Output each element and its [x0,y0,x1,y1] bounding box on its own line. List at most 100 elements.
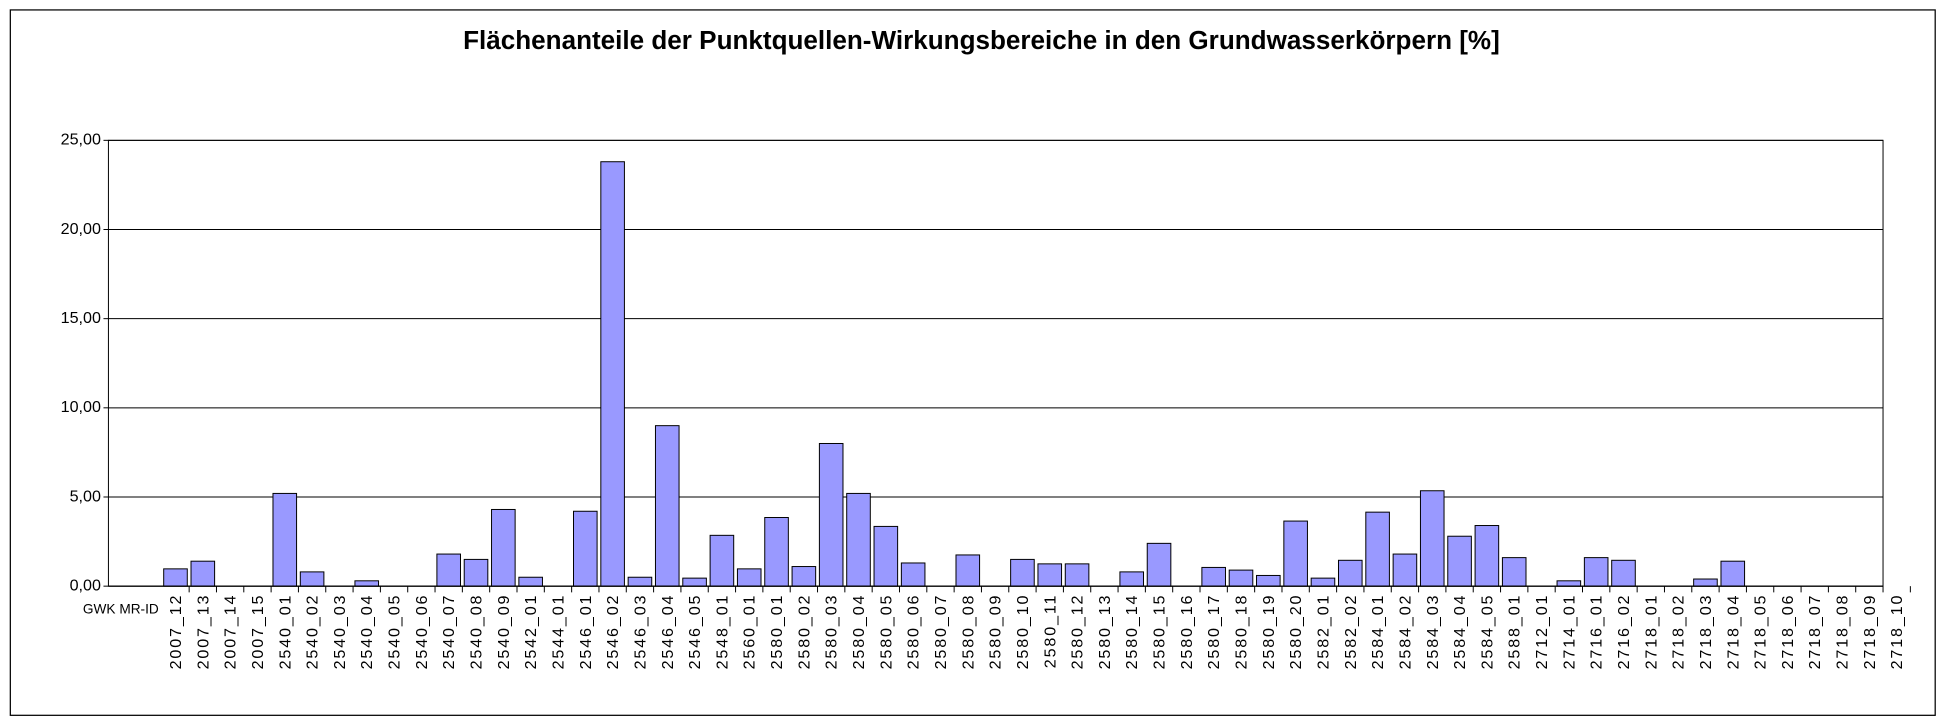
bar [1064,563,1090,587]
x-tick-label: 2540_07 [440,594,458,670]
x-tick-label: 2542_01 [522,594,540,670]
bar [709,534,735,587]
bar [1337,559,1363,587]
x-tick-label: 2580_09 [987,594,1005,670]
bar [1583,557,1609,587]
bar [1447,535,1472,587]
y-tick-label: 25,00 [61,131,101,149]
bar [1146,542,1172,587]
bar [1119,571,1145,587]
bar [955,554,981,587]
x-tick-label: 2584_05 [1478,594,1496,670]
x-tick-label: 2544_01 [549,594,567,670]
bar [1501,557,1527,587]
x-tick-label: 2718_02 [1670,594,1688,670]
y-tick-label: 5,00 [70,487,101,505]
x-tick-label: 2588_01 [1506,594,1524,670]
x-tick-label: 2580_15 [1151,594,1169,670]
x-tick-label: 2718_08 [1834,594,1852,670]
bar [764,517,789,587]
bar [1256,574,1281,587]
x-tick-label: 2584_02 [1396,594,1414,670]
bar [736,568,762,587]
x-tick-label: 2580_20 [1287,594,1305,670]
bar [1310,577,1336,587]
x-tick-label: 2580_17 [1205,594,1223,670]
bar [1611,559,1636,587]
x-tick-label: 2007_12 [167,594,185,670]
bar [654,425,680,587]
x-tick-label: 2540_06 [413,594,431,670]
bar [873,525,899,587]
bar [190,560,216,587]
x-axis-label: GWK MR-ID [83,601,159,616]
bar [1720,560,1746,587]
x-tick-label: 2580_14 [1123,594,1141,670]
bar [682,577,707,587]
bar [299,571,325,587]
x-tick-label: 2718_03 [1697,594,1715,670]
x-tick-label: 2540_03 [331,594,349,670]
bar [1228,569,1254,587]
x-tick-label: 2580_10 [1014,594,1032,670]
bar [627,576,653,587]
bar [518,576,543,587]
x-tick-label: 2546_01 [577,594,595,670]
x-tick-label: 2007_14 [222,594,240,670]
x-tick-label: 2546_03 [631,594,649,670]
bar [1419,490,1445,587]
x-tick-label: 2580_06 [905,594,923,670]
x-tick-label: 2718_04 [1724,594,1742,670]
x-tick-label: 2580_12 [1069,594,1087,670]
x-tick-label: 2584_01 [1369,594,1387,670]
x-tick-label: 2548_01 [713,594,731,670]
bar [1693,578,1718,587]
bar [1365,511,1390,587]
x-tick-label: 2584_04 [1451,594,1469,670]
x-tick-label: 2560_01 [741,594,759,670]
chart-border [9,9,1936,716]
bar [1037,563,1063,587]
bar [1556,580,1582,587]
bar [463,558,489,587]
bar [1283,520,1308,587]
x-tick-label: 2718_10 [1888,594,1906,670]
x-tick-label: 2580_18 [1233,594,1251,670]
chart-title: Flächenanteile der Punktquellen-Wirkungs… [463,25,1500,55]
x-tick-label: 2540_01 [276,594,294,670]
x-tick-label: 2540_05 [386,594,404,670]
bar [436,553,461,587]
x-tick-label: 2582_02 [1342,594,1360,670]
x-tick-label: 2584_03 [1424,594,1442,670]
x-tick-label: 2540_08 [468,594,486,670]
x-tick-label: 2546_04 [659,594,677,670]
bar [163,568,188,587]
x-tick-label: 2718_09 [1861,594,1879,670]
x-tick-label: 2582_01 [1314,594,1332,670]
x-tick-label: 2580_03 [823,594,841,670]
x-tick-label: 2716_02 [1615,594,1633,670]
bar [791,566,817,587]
x-tick-label: 2007_13 [194,594,212,670]
bar [491,508,516,587]
y-tick-label: 15,00 [61,309,101,327]
x-tick-label: 2580_19 [1260,594,1278,670]
x-tick-label: 2718_06 [1779,594,1797,670]
x-tick-label: 2718_07 [1806,594,1824,670]
bar [1474,525,1500,587]
bar [1010,558,1035,587]
bar [818,442,844,587]
x-tick-label: 2580_02 [795,594,813,670]
y-tick-label: 10,00 [61,398,101,416]
x-tick-label: 2540_02 [304,594,322,670]
x-tick-label: 2712_01 [1533,594,1551,670]
x-tick-label: 2718_01 [1642,594,1660,670]
x-tick-label: 2007_15 [249,594,267,670]
x-tick-label: 2546_02 [604,594,622,670]
x-tick-label: 2580_13 [1096,594,1114,670]
x-tick-label: 2546_05 [686,594,704,670]
bar [900,562,926,587]
bar [272,492,298,587]
bar [573,510,598,587]
